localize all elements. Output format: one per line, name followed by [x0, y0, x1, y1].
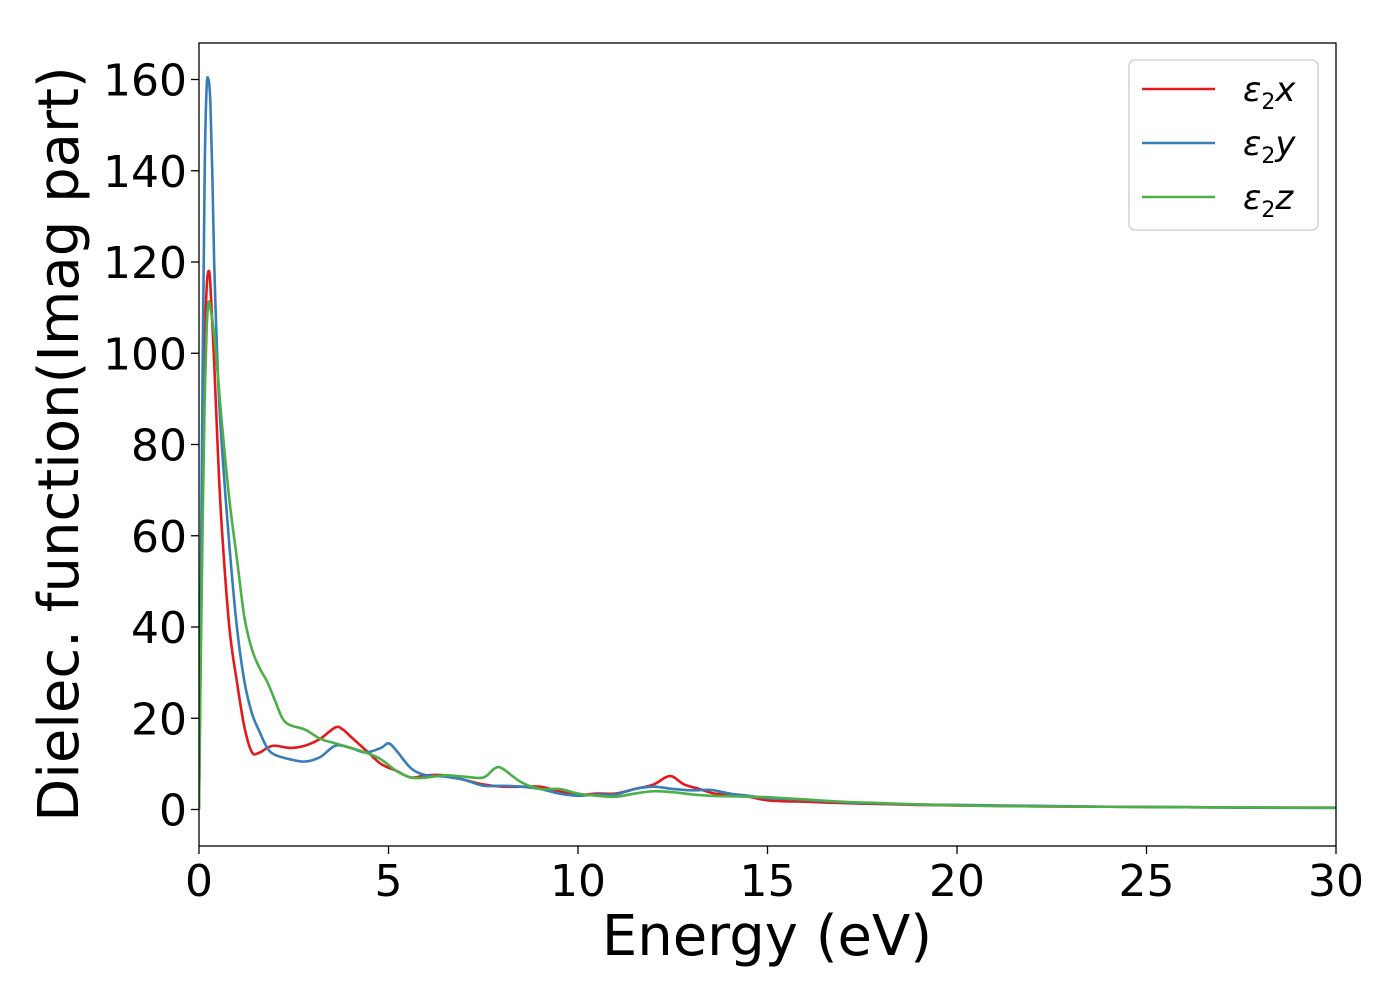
legend-label-1: ε2x: [1243, 70, 1296, 115]
y-axis: 0 20 40 60 80 100 120 140 160: [103, 56, 199, 837]
legend-label-suffix: z: [1274, 178, 1294, 218]
series-line-3: [199, 300, 1336, 810]
legend-label-2: ε2y: [1243, 124, 1296, 169]
x-tick-label: 10: [550, 856, 606, 907]
y-tick-label: 140: [103, 147, 187, 198]
x-tick-label: 0: [185, 856, 213, 907]
legend-label-subscript: 2: [1261, 144, 1275, 169]
legend-label-suffix: y: [1274, 124, 1296, 164]
legend-label-subscript: 2: [1261, 90, 1275, 115]
y-tick-label: 20: [131, 694, 187, 745]
y-tick-label: 160: [103, 56, 187, 107]
legend-label-suffix: x: [1274, 70, 1296, 110]
y-tick-label: 60: [131, 512, 187, 563]
x-tick-label: 30: [1308, 856, 1364, 907]
y-tick-label: 40: [131, 603, 187, 654]
y-tick-label: 0: [159, 786, 187, 837]
series-layer: [199, 76, 1336, 810]
x-tick-label: 20: [929, 856, 985, 907]
y-tick-label: 120: [103, 238, 187, 289]
x-axis-label: Energy (eV): [602, 904, 932, 969]
legend-label-3: ε2z: [1243, 178, 1294, 223]
legend-box: [1128, 59, 1319, 231]
legend-label-base: ε: [1243, 124, 1261, 164]
x-tick-label: 5: [375, 856, 403, 907]
legend-label-subscript: 2: [1261, 198, 1275, 223]
legend-label-base: ε: [1243, 178, 1261, 218]
y-tick-label: 100: [103, 329, 187, 380]
x-axis: 0 5 10 15 20 25 30: [185, 846, 1364, 907]
legend-label-base: ε: [1243, 70, 1261, 110]
y-axis-label: Dielec. function(Imag part): [27, 66, 92, 822]
x-tick-label: 25: [1119, 856, 1175, 907]
y-tick-label: 80: [131, 421, 187, 472]
x-tick-label: 15: [740, 856, 796, 907]
